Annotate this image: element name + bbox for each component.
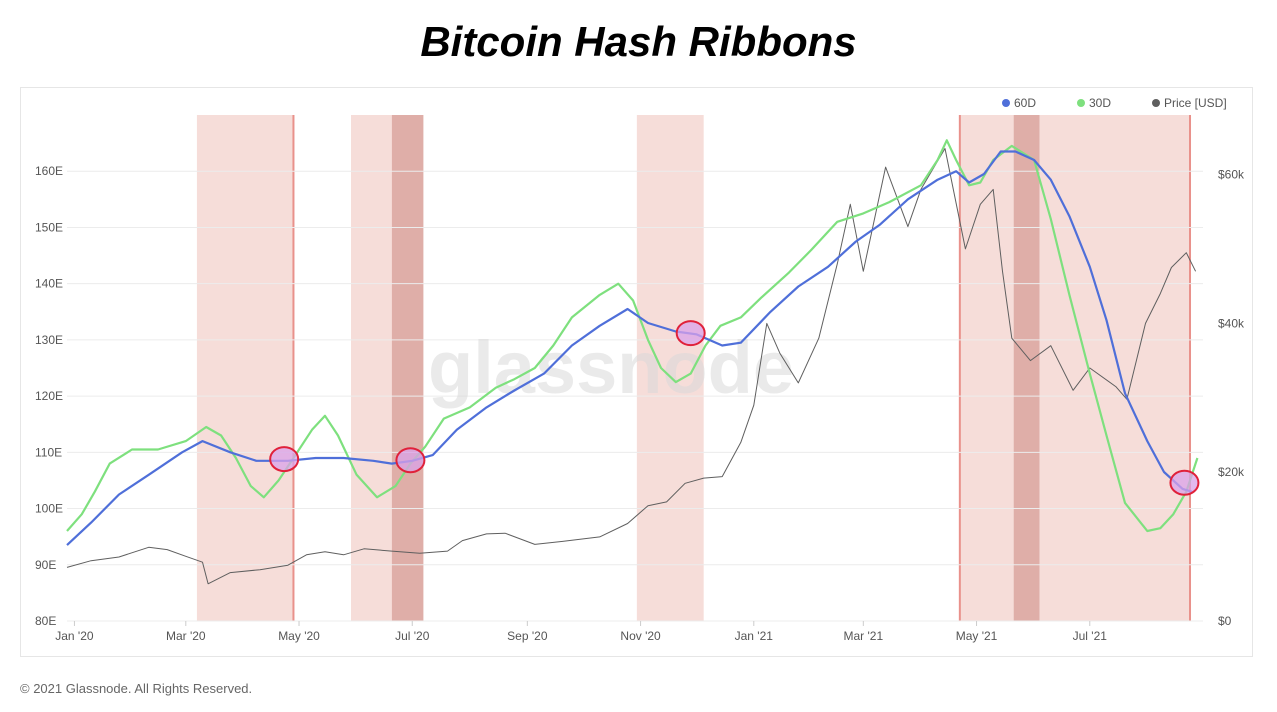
y-tick-left: 140E [35,277,63,291]
legend[interactable]: 60D 30D Price [USD] [1002,96,1227,110]
y-tick-left: 90E [35,558,56,572]
y-axis-right: $0 $20k $40k $60k [1218,168,1245,628]
y-tick-right: $0 [1218,614,1232,628]
crossover-marker [269,446,300,473]
capitulation-band [391,115,424,621]
legend-item[interactable]: Price [USD] [1152,96,1227,110]
legend-label: Price [USD] [1164,96,1227,110]
x-tick-label: Nov '20 [620,629,661,643]
crossover-markers [269,320,1200,496]
x-tick-label: Jan '20 [55,629,94,643]
legend-item[interactable]: 60D [1002,96,1036,110]
y-tick-left: 100E [35,502,63,516]
legend-label: 60D [1014,96,1036,110]
copyright-footer: © 2021 Glassnode. All Rights Reserved. [20,681,253,696]
grid-lines [67,170,1203,622]
chart-frame: glassnode 80E 90E 100E 110E 120E 130E 140E 150E… [20,87,1253,657]
x-tick-label: Sep '20 [507,629,548,643]
capitulation-band [351,115,392,621]
y-tick-left: 110E [35,445,62,459]
y-tick-left: 130E [35,333,63,347]
hash-ribbons-chart: glassnode 80E 90E 100E 110E 120E 130E 140E 150E… [35,96,1245,643]
x-tick-label: May '20 [278,629,320,643]
y-tick-right: $40k [1218,316,1245,330]
x-tick-label: Mar '20 [166,629,206,643]
watermark: glassnode [428,326,794,409]
legend-item[interactable]: 30D [1077,96,1111,110]
series-30d-line [66,139,1199,533]
chart-title: Bitcoin Hash Ribbons [420,18,857,65]
x-tick-label: Jul '20 [395,629,430,643]
legend-marker [1152,99,1160,107]
x-axis: Jan '20 Mar '20 May '20 Jul '20 Sep '20 Nov '… [55,621,1107,643]
y-tick-left: 160E [35,164,63,178]
capitulation-bands [196,115,1192,621]
crossover-marker [395,447,426,474]
y-tick-left: 150E [35,220,63,234]
x-tick-label: Mar '21 [843,629,883,643]
y-axis-left: 80E 90E 100E 110E 120E 130E 140E 150E 160E [35,164,63,628]
x-tick-label: Jul '21 [1073,629,1108,643]
y-tick-left: 120E [35,389,63,403]
legend-label: 30D [1089,96,1111,110]
capitulation-band [959,115,1014,621]
series-price-line [66,148,1197,585]
capitulation-band [1013,115,1040,621]
y-tick-left: 80E [35,614,56,628]
x-tick-label: May '21 [956,629,998,643]
y-tick-right: $20k [1218,465,1245,479]
legend-marker [1077,99,1085,107]
legend-marker [1002,99,1010,107]
y-tick-right: $60k [1218,168,1245,182]
capitulation-band [1039,115,1191,621]
x-tick-label: Jan '21 [735,629,774,643]
capitulation-band [196,115,294,621]
crossover-marker [675,320,706,347]
crossover-marker [1169,469,1200,496]
